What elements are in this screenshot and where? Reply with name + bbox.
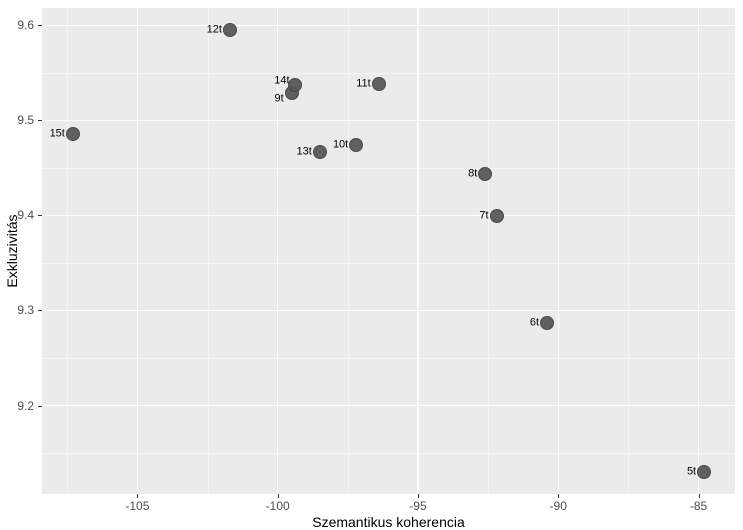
y-tick-label: 9.3	[0, 304, 34, 316]
x-tick-mark	[278, 494, 279, 498]
y-tick-label: 9.2	[0, 400, 34, 412]
x-tick-label: -105	[125, 500, 149, 512]
data-point	[372, 77, 386, 91]
grid-x-minor	[208, 8, 209, 494]
grid-y-minor	[42, 168, 735, 169]
data-point	[313, 145, 327, 159]
grid-y-minor	[42, 263, 735, 264]
x-tick-mark	[418, 494, 419, 498]
plot-panel	[42, 8, 735, 494]
data-point	[478, 167, 492, 181]
y-tick-mark	[38, 406, 42, 407]
scatter-chart: Exkluzivitás Szemantikus koherencia -105…	[0, 0, 743, 528]
x-tick-mark	[699, 494, 700, 498]
grid-x-minor	[628, 8, 629, 494]
y-axis-title: Exkluzivitás	[4, 214, 20, 287]
data-point	[349, 138, 363, 152]
grid-x-minor	[67, 8, 68, 494]
grid-y-major	[42, 120, 735, 121]
y-tick-label: 9.5	[0, 114, 34, 126]
data-point	[490, 209, 504, 223]
grid-y-minor	[42, 453, 735, 454]
data-point	[540, 316, 554, 330]
x-tick-label: -85	[690, 500, 707, 512]
y-tick-label: 9.4	[0, 209, 34, 221]
x-tick-label: -100	[266, 500, 290, 512]
grid-x-major	[698, 8, 699, 494]
data-point	[66, 127, 80, 141]
y-tick-mark	[38, 25, 42, 26]
x-tick-mark	[137, 494, 138, 498]
x-tick-label: -95	[409, 500, 426, 512]
grid-x-minor	[488, 8, 489, 494]
data-point	[697, 465, 711, 479]
data-point	[288, 78, 302, 92]
grid-y-minor	[42, 73, 735, 74]
y-tick-mark	[38, 310, 42, 311]
grid-y-major	[42, 405, 735, 406]
grid-x-major	[417, 8, 418, 494]
data-point	[223, 23, 237, 37]
grid-x-major	[137, 8, 138, 494]
grid-y-major	[42, 310, 735, 311]
grid-x-minor	[348, 8, 349, 494]
y-tick-mark	[38, 120, 42, 121]
x-tick-label: -90	[550, 500, 567, 512]
x-tick-mark	[558, 494, 559, 498]
grid-y-minor	[42, 358, 735, 359]
grid-x-major	[558, 8, 559, 494]
y-tick-label: 9.6	[0, 19, 34, 31]
grid-y-major	[42, 25, 735, 26]
grid-y-major	[42, 215, 735, 216]
y-tick-mark	[38, 215, 42, 216]
